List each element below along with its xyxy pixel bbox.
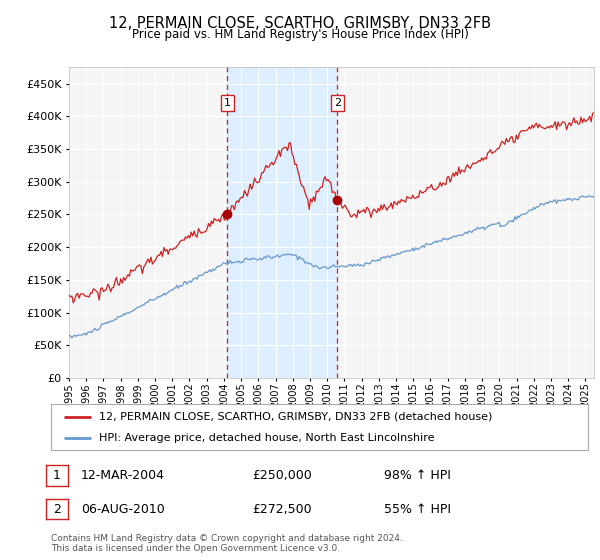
- Text: 2: 2: [53, 502, 61, 516]
- Text: £250,000: £250,000: [252, 469, 312, 482]
- Text: 55% ↑ HPI: 55% ↑ HPI: [384, 502, 451, 516]
- Text: 1: 1: [53, 469, 61, 482]
- Text: Contains HM Land Registry data © Crown copyright and database right 2024.
This d: Contains HM Land Registry data © Crown c…: [51, 534, 403, 553]
- Bar: [227, 67, 337, 378]
- Text: Price paid vs. HM Land Registry's House Price Index (HPI): Price paid vs. HM Land Registry's House …: [131, 28, 469, 41]
- Text: £272,500: £272,500: [252, 502, 311, 516]
- Text: 12, PERMAIN CLOSE, SCARTHO, GRIMSBY, DN33 2FB: 12, PERMAIN CLOSE, SCARTHO, GRIMSBY, DN3…: [109, 16, 491, 31]
- Text: 2: 2: [334, 98, 341, 108]
- Text: 98% ↑ HPI: 98% ↑ HPI: [384, 469, 451, 482]
- Text: 12-MAR-2004: 12-MAR-2004: [81, 469, 165, 482]
- Text: HPI: Average price, detached house, North East Lincolnshire: HPI: Average price, detached house, Nort…: [100, 433, 435, 443]
- Text: 1: 1: [224, 98, 230, 108]
- Text: 12, PERMAIN CLOSE, SCARTHO, GRIMSBY, DN33 2FB (detached house): 12, PERMAIN CLOSE, SCARTHO, GRIMSBY, DN3…: [100, 412, 493, 422]
- Text: 06-AUG-2010: 06-AUG-2010: [81, 502, 165, 516]
